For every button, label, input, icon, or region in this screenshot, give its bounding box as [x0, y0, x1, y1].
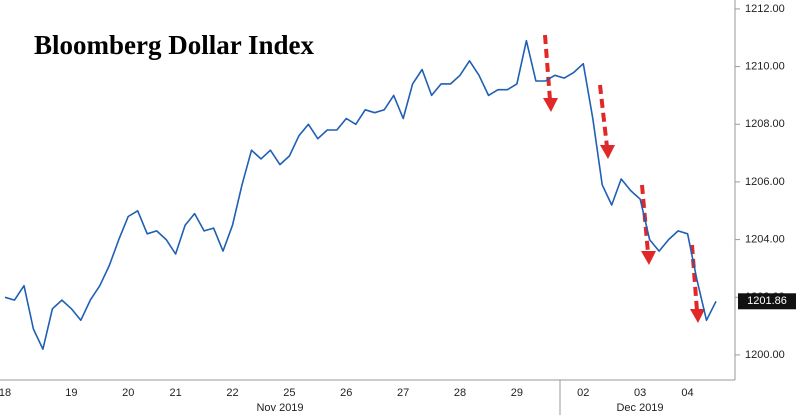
- x-tick-label: 20: [122, 387, 134, 399]
- x-tick-label: 27: [397, 387, 409, 399]
- y-tick-label: 1212.00: [745, 3, 785, 15]
- arrow: [690, 244, 699, 312]
- x-tick-label: 02: [577, 387, 589, 399]
- chart-title: Bloomberg Dollar Index: [34, 30, 315, 60]
- x-tick-label: 26: [340, 387, 352, 399]
- x-tick-label: 21: [170, 387, 182, 399]
- x-tick-label: 25: [283, 387, 295, 399]
- line: [4, 39, 717, 350]
- arrow-head: [600, 145, 615, 159]
- y-tick-label: 1206.00: [745, 176, 785, 188]
- month-label: Dec 2019: [616, 402, 663, 414]
- x-tick-label: 03: [634, 387, 646, 399]
- last-value-label: 1201.86: [747, 295, 787, 307]
- x-tick-label: 29: [511, 387, 523, 399]
- x-tick-label: 28: [454, 387, 466, 399]
- month-label: Nov 2019: [256, 402, 303, 414]
- arrow: [543, 34, 552, 101]
- arrow-head: [641, 251, 656, 265]
- x-tick-label: 22: [226, 387, 238, 399]
- y-tick-label: 1204.00: [745, 233, 785, 245]
- arrow-head: [543, 98, 558, 112]
- x-tick-label: 19: [65, 387, 77, 399]
- x-tick-label: 04: [681, 387, 693, 399]
- y-tick-label: 1210.00: [745, 61, 785, 73]
- x-tick-label: 18: [0, 387, 11, 399]
- arrow-head: [690, 309, 705, 323]
- y-tick-label: 1200.00: [745, 349, 785, 361]
- y-tick-label: 1208.00: [745, 118, 785, 130]
- arrow: [598, 84, 609, 148]
- last-value-box: [738, 293, 796, 310]
